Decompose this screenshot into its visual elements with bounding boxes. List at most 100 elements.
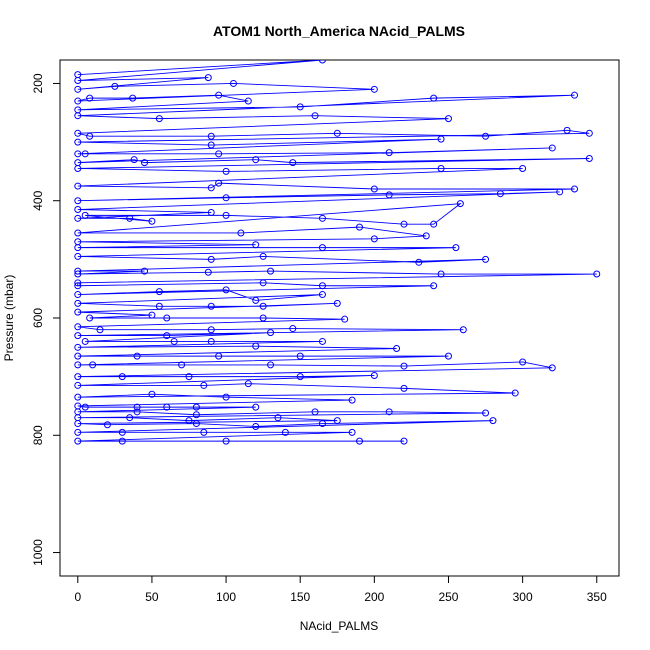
data-point — [556, 188, 564, 196]
data-point — [74, 85, 82, 93]
data-point — [289, 325, 297, 333]
data-point — [548, 144, 556, 152]
data-point — [356, 223, 364, 231]
data-point — [74, 291, 82, 299]
data-point — [222, 393, 230, 401]
data-point — [393, 344, 401, 352]
data-point — [74, 437, 82, 445]
data-point — [207, 337, 215, 345]
data-point — [155, 302, 163, 310]
data-point — [437, 164, 445, 172]
data-point — [296, 373, 304, 381]
data-point — [333, 299, 341, 307]
data-point — [267, 267, 275, 275]
data-point — [452, 244, 460, 252]
data-point — [74, 282, 82, 290]
data-point — [74, 164, 82, 172]
data-point — [74, 150, 82, 158]
data-point — [296, 103, 304, 111]
data-point — [585, 155, 593, 163]
data-point — [74, 197, 82, 205]
data-point — [74, 332, 82, 340]
data-point — [215, 150, 223, 158]
data-point — [170, 337, 178, 345]
data-point — [74, 97, 82, 105]
data-point — [311, 408, 319, 416]
data-point — [207, 184, 215, 192]
data-point — [74, 214, 82, 222]
data-point — [86, 132, 94, 140]
data-point — [126, 414, 134, 422]
chart-title: ATOM1 North_America NAcid_PALMS — [213, 23, 465, 39]
data-point — [74, 420, 82, 428]
data-point — [563, 126, 571, 134]
data-point — [571, 185, 579, 193]
data-point — [74, 299, 82, 307]
data-point — [207, 255, 215, 263]
data-point — [148, 311, 156, 319]
data-point — [259, 252, 267, 260]
data-point — [200, 428, 208, 436]
data-point — [192, 420, 200, 428]
data-point — [385, 191, 393, 199]
data-point — [456, 200, 464, 208]
data-point — [74, 77, 82, 85]
data-point — [459, 326, 467, 334]
data-point — [133, 408, 141, 416]
y-axis-label: Pressure (mbar) — [2, 275, 16, 362]
data-point — [81, 211, 89, 219]
data-point — [86, 94, 94, 102]
data-point — [192, 403, 200, 411]
x-tick-label: 300 — [513, 590, 533, 604]
data-point — [482, 132, 490, 140]
data-point — [178, 361, 186, 369]
data-point — [215, 91, 223, 99]
data-point — [74, 270, 82, 278]
data-point — [400, 384, 408, 392]
data-point — [252, 422, 260, 430]
data-point — [222, 437, 230, 445]
data-point — [444, 115, 452, 123]
data-point — [74, 244, 82, 252]
y-tick-label: 800 — [31, 425, 45, 445]
data-point — [296, 352, 304, 360]
x-axis-label: NAcid_PALMS — [300, 619, 378, 633]
x-tick-label: 350 — [587, 590, 607, 604]
data-point — [89, 361, 97, 369]
data-point — [192, 411, 200, 419]
data-point — [74, 361, 82, 369]
data-point — [482, 409, 490, 417]
data-point — [370, 85, 378, 93]
data-point — [244, 97, 252, 105]
data-point — [74, 112, 82, 120]
data-point — [444, 352, 452, 360]
data-point — [185, 417, 193, 425]
data-point — [163, 403, 171, 411]
x-tick-label: 100 — [216, 590, 236, 604]
data-point — [207, 302, 215, 310]
data-point — [548, 364, 556, 372]
data-point — [267, 329, 275, 337]
data-point — [252, 296, 260, 304]
data-point — [74, 252, 82, 260]
data-point — [74, 428, 82, 436]
data-point — [318, 420, 326, 428]
data-point — [252, 241, 260, 249]
data-point — [133, 352, 141, 360]
data-point — [207, 132, 215, 140]
data-point — [118, 373, 126, 381]
data-point — [348, 428, 356, 436]
data-point — [252, 403, 260, 411]
data-point — [207, 326, 215, 334]
data-point — [155, 115, 163, 123]
data-point — [385, 408, 393, 416]
data-point — [437, 135, 445, 143]
series-layer — [74, 60, 601, 445]
data-point — [496, 190, 504, 198]
y-tick-label: 1000 — [31, 539, 45, 566]
data-point — [318, 291, 326, 299]
data-point — [415, 258, 423, 266]
data-point — [400, 437, 408, 445]
data-point — [318, 337, 326, 345]
data-point — [222, 286, 230, 294]
